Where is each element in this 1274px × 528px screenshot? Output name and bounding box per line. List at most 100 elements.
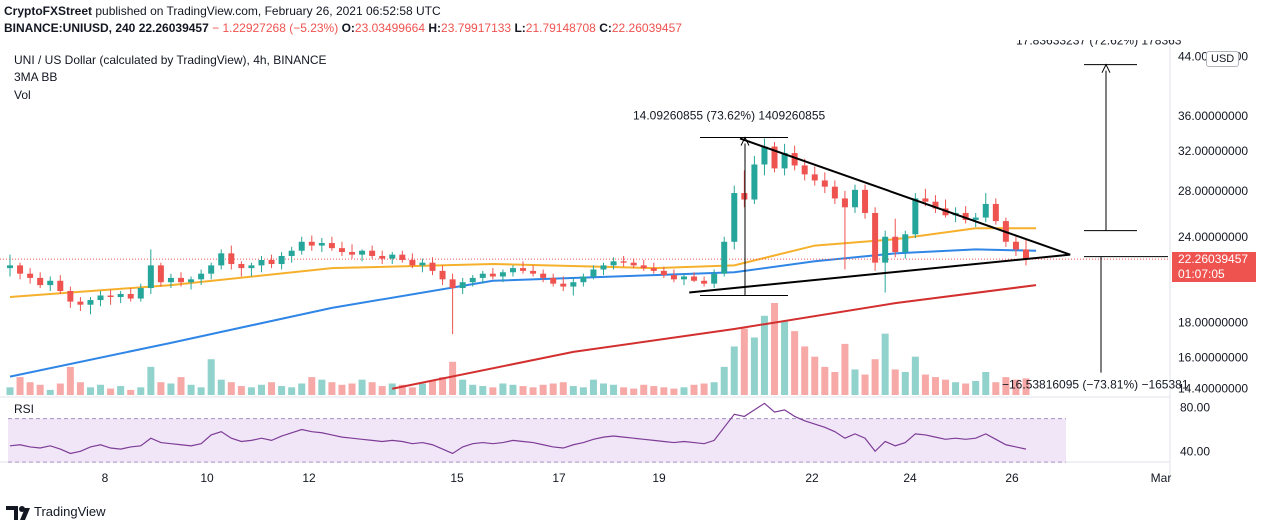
candle-body	[37, 277, 44, 286]
volume-bar	[76, 382, 84, 395]
volume-bar	[811, 356, 819, 395]
volume-bar	[781, 320, 789, 395]
volume-bar	[348, 383, 356, 395]
volume-bar	[871, 359, 879, 395]
volume-bar	[630, 388, 638, 395]
volume-legend[interactable]: Vol	[14, 88, 31, 102]
volume-bar	[439, 377, 447, 395]
volume-bar	[36, 384, 44, 395]
candle-body	[338, 248, 345, 253]
candle-body	[298, 241, 305, 251]
candle-body	[409, 259, 416, 266]
rsi-label: RSI	[14, 402, 34, 416]
open-label: O:	[341, 21, 355, 35]
volume-bar	[187, 384, 195, 395]
candle-body	[821, 180, 828, 187]
volume-bar	[901, 372, 909, 395]
candle-body	[680, 276, 687, 280]
target-up-arrow-icon	[1101, 63, 1111, 73]
chart-title: UNI / US Dollar (calculated by TradingVi…	[14, 53, 327, 67]
volume-bar	[992, 382, 1000, 395]
target-up-label: 17.83633237 (72.62%) 178363	[1016, 40, 1182, 48]
volume-bar	[86, 387, 94, 395]
volume-bar	[97, 384, 105, 395]
volume-bar	[237, 386, 245, 395]
candle-body	[509, 268, 516, 273]
volume-bar	[1002, 377, 1010, 395]
price-tick-label: 14.40000000	[1178, 382, 1248, 396]
price-change: − 1.22927268 (−5.23%)	[212, 21, 339, 35]
volume-bar	[398, 384, 406, 395]
symbol: BINANCE:UNIUSD, 240	[4, 21, 136, 35]
candle-body	[349, 252, 356, 255]
header: CryptoFXStreet published on TradingView.…	[0, 0, 1274, 36]
volume-bar	[227, 382, 235, 395]
volume-bar	[579, 387, 587, 395]
volume-bar	[650, 386, 658, 395]
volume-bar	[26, 382, 34, 395]
time-tick-label: Mar	[1151, 471, 1172, 485]
candle-body	[218, 253, 225, 266]
volume-bar	[107, 388, 115, 395]
rsi-tick-label: 40.00	[1180, 444, 1210, 458]
volume-bar	[388, 383, 396, 395]
candle-body	[449, 279, 456, 289]
volume-bar	[459, 379, 467, 395]
volume-bar	[710, 382, 718, 395]
tradingview-brand[interactable]: TradingView	[34, 504, 106, 519]
candle-body	[379, 255, 386, 259]
indicator-legend[interactable]: 3MA BB	[14, 70, 58, 84]
candle-body	[479, 273, 486, 278]
volume-bar	[1022, 378, 1030, 395]
candle-body	[7, 265, 13, 269]
volume-bar	[982, 372, 990, 395]
candle-body	[268, 259, 275, 265]
volume-bar	[207, 359, 215, 395]
currency-button[interactable]: USD	[1206, 51, 1240, 67]
candle-body	[1023, 249, 1029, 260]
publisher-name[interactable]: CryptoFXStreet	[4, 4, 93, 18]
candle-body	[27, 273, 34, 278]
candle-body	[198, 273, 205, 280]
candle-body	[550, 277, 557, 284]
candle-body	[87, 300, 94, 305]
chart-area[interactable]: 14.40000000 16.00000000 18.00000000 24.0000…	[0, 40, 1274, 500]
candle-body	[630, 262, 637, 266]
volume-bar	[680, 387, 688, 395]
high-label: H:	[428, 21, 442, 35]
close-label: C:	[599, 21, 612, 35]
volume-bar	[791, 331, 799, 395]
publish-line: CryptoFXStreet published on TradingView.…	[4, 4, 441, 18]
candle-body	[570, 282, 577, 287]
tradingview-logo-icon[interactable]	[4, 502, 32, 522]
volume-bar	[428, 380, 436, 395]
ma-yellow-line	[9, 227, 1037, 299]
candle-body	[308, 241, 315, 246]
candle-body	[238, 264, 245, 269]
volume-bar	[489, 387, 497, 395]
candle-body	[560, 283, 567, 287]
volume-bar	[891, 369, 899, 395]
candle-body	[178, 277, 185, 283]
candle-body	[157, 265, 164, 283]
volume-bar	[197, 387, 205, 395]
volume-bar	[559, 382, 567, 395]
volume-bar	[177, 377, 185, 395]
volume-bar	[56, 383, 64, 395]
volume-bar	[962, 383, 970, 395]
volume-bar	[750, 337, 758, 395]
flagpole-measure-label: 14.09260855 (73.62%) 1409260855	[633, 109, 825, 123]
volume-bar	[549, 383, 557, 395]
candle-body	[359, 250, 366, 255]
volume-bar	[942, 379, 950, 395]
price-tick-label: 36.00000000	[1178, 109, 1248, 123]
last-price: 22.26039457	[138, 21, 209, 35]
candle-body	[982, 203, 989, 218]
volume-bar	[278, 386, 286, 395]
candle-body	[47, 280, 54, 286]
volume-bar	[841, 343, 849, 395]
candle-body	[147, 265, 154, 289]
last-price-label: 22.26039457	[1178, 252, 1249, 266]
candle-body	[892, 236, 899, 253]
candle-body	[811, 174, 818, 181]
